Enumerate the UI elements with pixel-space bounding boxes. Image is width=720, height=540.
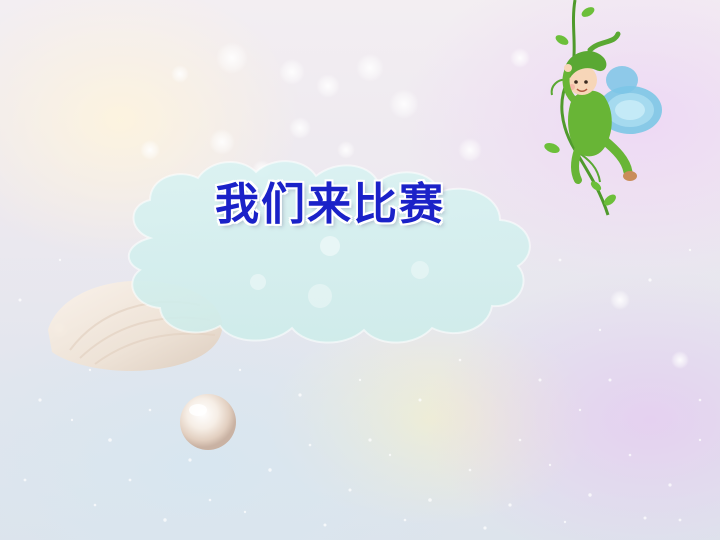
- slide-title: 我们来比赛: [215, 179, 445, 230]
- pearl-icon: [180, 394, 236, 450]
- fairy-on-vine-icon: [544, 0, 662, 216]
